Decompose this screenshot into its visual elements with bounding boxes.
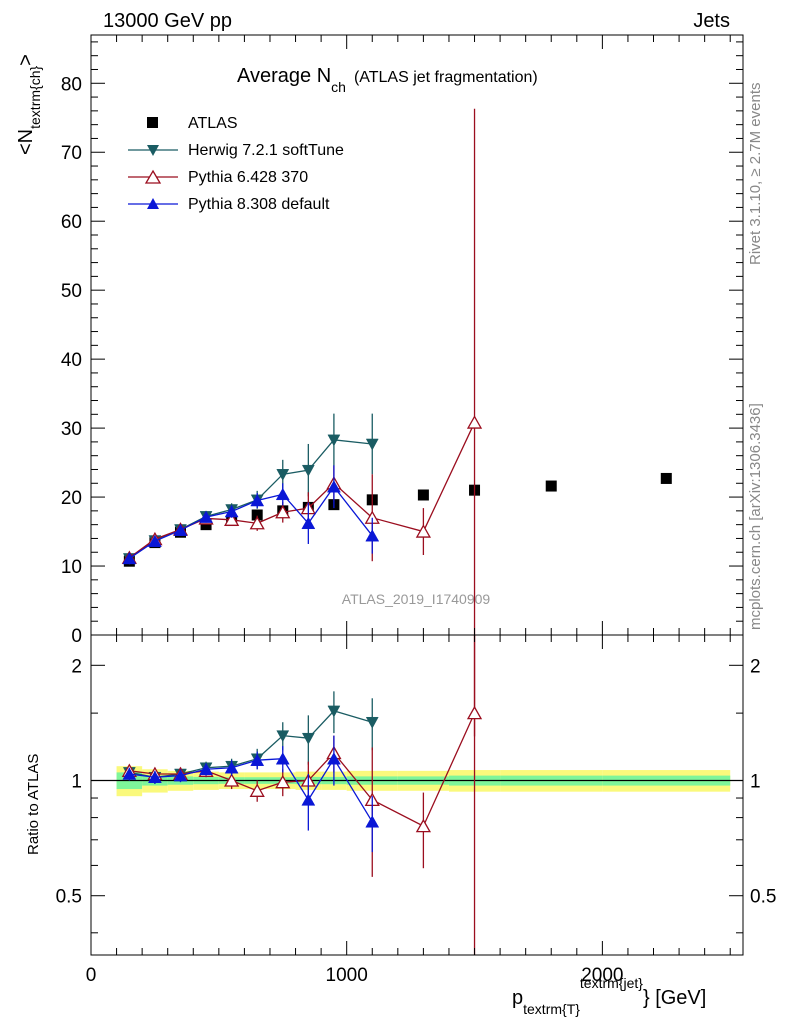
main-data-point: [275, 504, 291, 519]
mcplots-label: mcplots.cern.ch [arXiv:1306.3436]: [747, 403, 764, 630]
ratio-data-point: [466, 705, 483, 720]
main-data-point: [224, 512, 240, 526]
ratio-data-point: [301, 732, 315, 745]
main-data-point: [326, 480, 341, 493]
legend-label-herwig: Herwig 7.2.1 softTune: [188, 142, 344, 159]
main-y-tick-label: 70: [61, 143, 82, 164]
title-sub-text: ch: [331, 79, 346, 95]
main-data-point: [199, 510, 213, 523]
main-data-point: [173, 523, 188, 536]
ratio-data-point: [365, 716, 379, 729]
ratio-data-point: [199, 762, 213, 776]
main-y-tick-label: 10: [61, 557, 82, 578]
ratio-series-line: [129, 757, 373, 823]
ratio-data-point: [224, 761, 239, 774]
legend-marker-herwig: [147, 145, 159, 156]
xlabel-main-text: p: [512, 987, 523, 1009]
legend-label-pythia6: Pythia 6.428 370: [188, 169, 308, 186]
rivet-label: Rivet 3.1.10, ≥ 2.7M events: [747, 83, 764, 266]
ratio-data-point: [147, 770, 162, 783]
main-data-point: [327, 434, 341, 447]
x-tick-label: 0: [86, 965, 97, 986]
ratio-data-point: [276, 730, 290, 743]
ratio-data-point: [275, 752, 290, 765]
main-y-tick-label: 0: [71, 626, 82, 647]
main-y-tick-label: 60: [61, 212, 82, 233]
main-data-point: [660, 472, 672, 484]
main-y-tick-label: 20: [61, 488, 82, 509]
legend-marker-atlas: [147, 117, 158, 128]
main-data-point: [251, 509, 263, 521]
main-data-point: [365, 529, 380, 542]
legend-marker-pythia6: [144, 169, 162, 184]
ratio-data-point: [327, 705, 341, 718]
main-y-tick-label: 50: [61, 281, 82, 302]
main-series-line: [128, 439, 373, 559]
legend-marker-pythia8: [147, 198, 159, 209]
ratio-data-point: [365, 815, 380, 828]
legend-label-pythia8: Pythia 8.308 default: [188, 196, 330, 213]
ratio-data-point: [326, 752, 341, 765]
ratio-y-tick-label: 2: [71, 656, 82, 677]
main-data-point: [147, 534, 162, 547]
main-data-point: [365, 438, 379, 451]
main-y-axis-label: <Ntextrm{ch}>: [15, 54, 43, 155]
main-data-point: [224, 505, 239, 518]
main-y-tick-label: 30: [61, 419, 82, 440]
ratio-data-point: [301, 793, 316, 806]
ratio-series-line: [129, 710, 373, 778]
main-title: Average Nch (ATLAS jet fragmentation): [237, 65, 538, 95]
x-tick-label: 1000: [326, 965, 368, 986]
main-data-point: [466, 415, 483, 429]
x-tick-label: 2000: [581, 965, 623, 986]
main-data-point: [301, 464, 315, 477]
main-y-tick-label: 80: [61, 74, 82, 95]
x-axis-label: ptextrm{T}textrm{jet}} [GeV]: [512, 975, 706, 1017]
ratio-y-tick-label: 1: [71, 772, 82, 793]
ratio-y-tick-label-right: 1: [750, 772, 761, 793]
main-data-point: [250, 494, 265, 507]
main-data-point: [200, 519, 212, 531]
main-data-point: [275, 487, 290, 501]
ratio-data-point: [122, 767, 137, 780]
main-series-4: [122, 465, 380, 565]
xlabel-sup-text: textrm{jet}: [580, 975, 643, 991]
ratio-series-line: [129, 712, 476, 828]
xlabel-end-text: } [GeV]: [643, 987, 706, 1009]
ratio-y-tick-label: 0.5: [56, 887, 82, 908]
ratio-series-3: [122, 735, 380, 853]
ratio-data-point: [250, 753, 265, 766]
ratio-y-tick-label-right: 0.5: [750, 887, 776, 908]
header-right: Jets: [693, 10, 730, 32]
xlabel-sub-text: textrm{T}: [523, 1001, 580, 1017]
ratio-data-point: [249, 783, 265, 797]
ratio-plot-frame: [90, 634, 744, 956]
main-data-point: [301, 516, 316, 530]
title-main-text: Average N: [237, 65, 331, 87]
main-data-point: [122, 551, 137, 565]
main-data-point: [249, 515, 265, 530]
ratio-data-point: [275, 774, 291, 789]
ratio-series-2: [121, 635, 483, 955]
main-y-tick-label: 40: [61, 350, 82, 371]
ylabel-main-text: <N: [15, 129, 37, 155]
header-left: 13000 GeV pp: [103, 10, 232, 32]
analysis-watermark: ATLAS_2019_I1740909: [342, 591, 491, 607]
ylabel-end-text: >: [15, 54, 37, 66]
legend-label-atlas: ATLAS: [188, 115, 238, 132]
ratio-data-point: [173, 769, 188, 782]
main-series-line: [128, 485, 373, 559]
main-data-point: [415, 524, 432, 538]
ratio-data-point: [224, 773, 240, 787]
legend: ATLAS Herwig 7.2.1 softTune Pythia 6.428…: [128, 115, 344, 213]
main-data-point: [545, 480, 557, 492]
title-paren-text: (ATLAS jet fragmentation): [354, 69, 538, 86]
main-data-point: [276, 469, 290, 481]
main-data-point: [417, 489, 429, 501]
ratio-data-point: [415, 818, 432, 833]
ylabel-sub-text: textrm{ch}: [27, 66, 43, 129]
ratio-y-tick-label-right: 2: [750, 656, 761, 677]
ratio-y-axis-label: Ratio to ATLAS: [25, 754, 42, 855]
